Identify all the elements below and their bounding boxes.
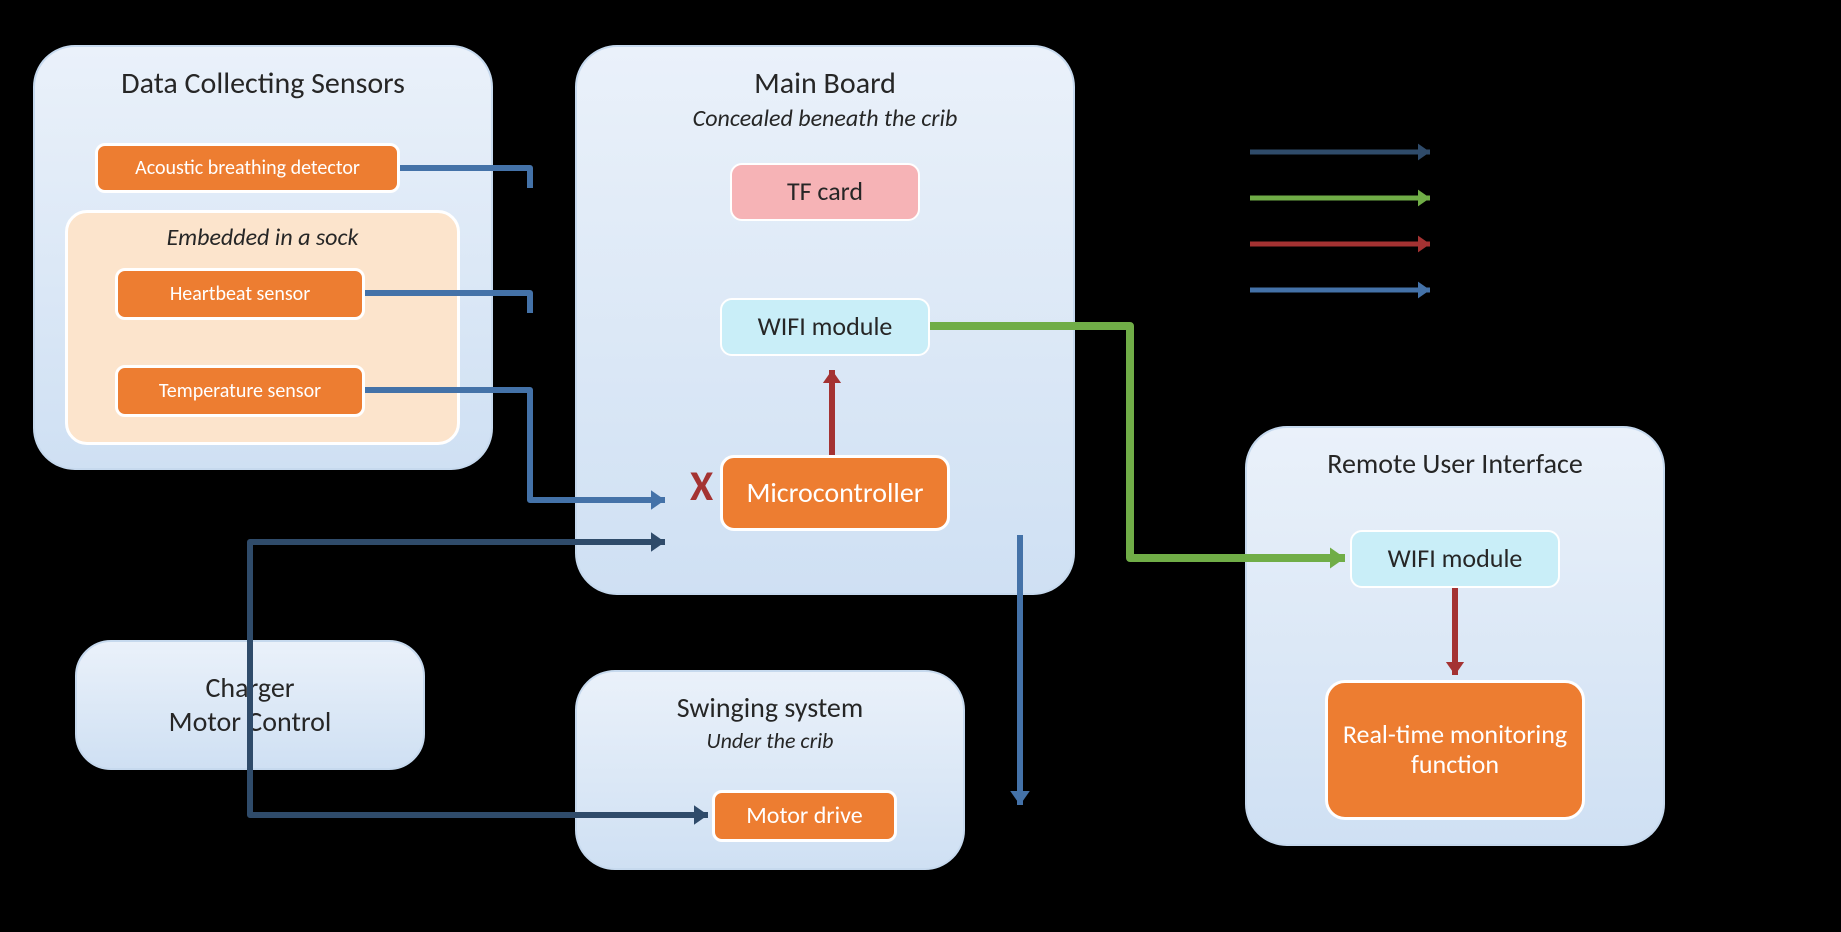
sensors-panel-title: Data Collecting Sensors (35, 65, 491, 102)
charger-panel: Charger Motor Control (75, 640, 425, 770)
tf-card-node: TF card (730, 163, 920, 221)
mainboard-subtitle: Concealed beneath the crib (577, 104, 1073, 133)
swinging-subtitle: Under the crib (577, 727, 963, 754)
charger-line1: Charger (205, 670, 294, 705)
microcontroller-node: Microcontroller (720, 455, 950, 531)
wifi-module-main-node: WIFI module (720, 298, 930, 356)
charger-line2: Motor Control (169, 704, 332, 739)
motor-drive-node: Motor drive (712, 790, 897, 842)
mainboard-title: Main Board (577, 65, 1073, 102)
x-mark-icon: X (690, 461, 713, 512)
remote-title: Remote User Interface (1247, 446, 1663, 481)
sock-group-label: Embedded in a sock (68, 223, 457, 252)
temperature-sensor-node: Temperature sensor (115, 365, 365, 417)
wifi-module-remote-node: WIFI module (1350, 530, 1560, 588)
charger-label: Charger Motor Control (169, 671, 332, 738)
acoustic-detector-node: Acoustic breathing detector (95, 143, 400, 193)
swinging-title: Swinging system (577, 690, 963, 725)
heartbeat-sensor-node: Heartbeat sensor (115, 268, 365, 320)
realtime-monitoring-node: Real-time monitoring function (1325, 680, 1585, 820)
